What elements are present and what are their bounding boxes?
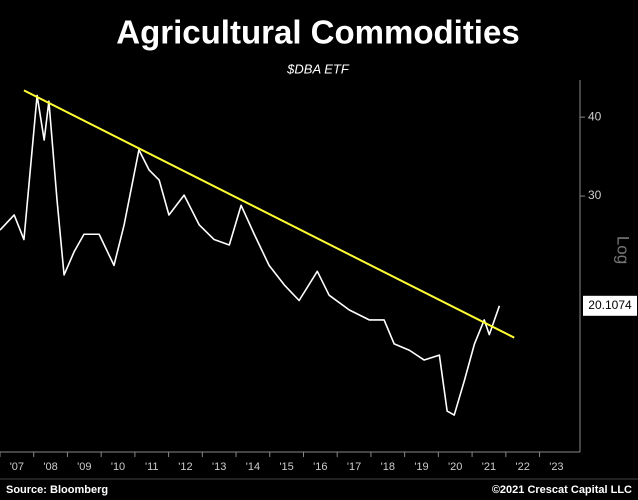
trendline — [23, 89, 515, 339]
chart-title: Agricultural Commodities — [116, 14, 519, 51]
credit: ©2021 Crescat Capital LLC — [492, 484, 632, 496]
x-tick-label: '16 — [313, 461, 327, 473]
x-tick-label: '19 — [414, 461, 428, 473]
x-tick-label: '07 — [10, 461, 24, 473]
x-tick-label: '12 — [178, 461, 192, 473]
x-tick-label: '18 — [381, 461, 395, 473]
y-tick-label: 30 — [588, 188, 602, 202]
x-tick-label: '09 — [77, 461, 91, 473]
y-tick-label: 40 — [588, 109, 602, 123]
x-tick-label: '14 — [246, 461, 260, 473]
x-tick-label: '10 — [111, 461, 125, 473]
x-tick-label: '22 — [516, 461, 530, 473]
x-tick-label: '23 — [549, 461, 563, 473]
source: Source: Bloomberg — [6, 484, 108, 496]
x-tick-label: '21 — [482, 461, 496, 473]
chart-subtitle: $DBA ETF — [286, 61, 350, 76]
last-value-box — [583, 295, 637, 316]
y-axis-label: Log — [614, 236, 633, 264]
price-line — [0, 94, 501, 416]
x-tick-label: '17 — [347, 461, 361, 473]
x-tick-label: '20 — [448, 461, 462, 473]
x-tick-label: '13 — [212, 461, 226, 473]
x-tick-label: '11 — [145, 461, 159, 473]
x-tick-label: '08 — [43, 461, 57, 473]
last-value-label: 20.1074 — [588, 298, 632, 312]
x-tick-label: '15 — [279, 461, 293, 473]
